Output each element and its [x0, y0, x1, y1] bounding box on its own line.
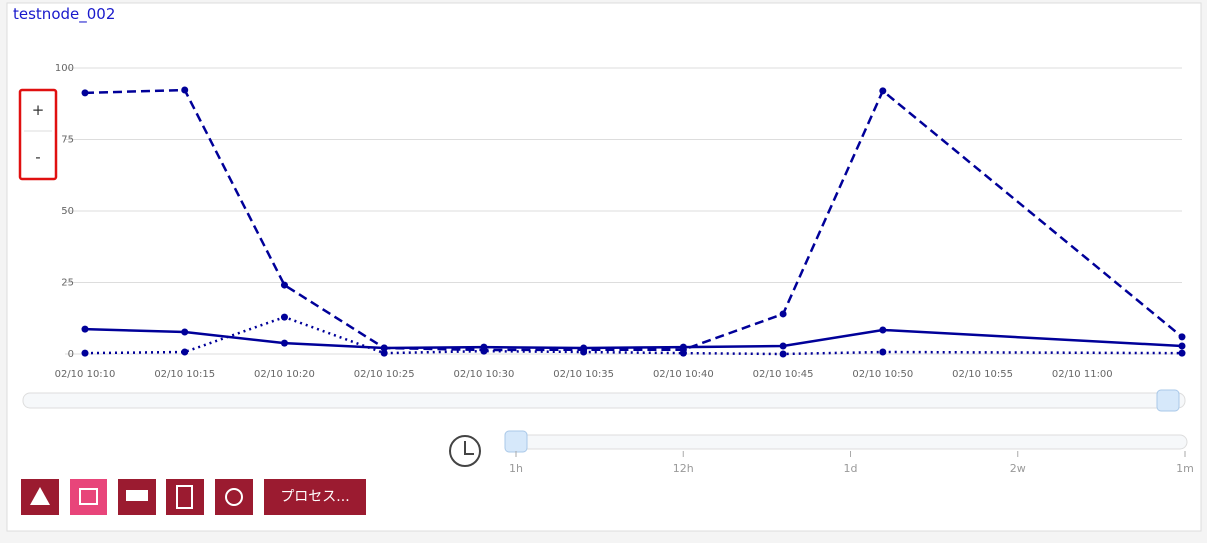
data-point: [679, 349, 687, 357]
range-handle[interactable]: [1156, 389, 1180, 412]
data-point: [779, 342, 787, 350]
time-label: 1h: [509, 462, 523, 475]
chart: 0 25 50 75 100 02/10 10:10 02/10 10:15 02/10 10…: [55, 63, 1186, 380]
data-point: [679, 343, 687, 351]
data-point: [879, 326, 887, 334]
process-label[interactable]: プロセス...: [280, 489, 349, 505]
range-slider[interactable]: [22, 392, 1186, 409]
x-tick-label: 02/10 10:20: [254, 369, 315, 380]
disk-button[interactable]: [166, 479, 204, 515]
data-point: [779, 350, 787, 358]
series-line: [84, 327, 1183, 350]
data-point: [280, 339, 288, 347]
data-point: [81, 349, 89, 357]
data-point: [181, 328, 189, 336]
time-slider[interactable]: [504, 434, 1188, 450]
data-point: [480, 347, 488, 355]
zoom-box: [18, 88, 58, 181]
cpu-icon: [79, 488, 98, 505]
data-point: [380, 344, 388, 352]
y-tick-label: 25: [61, 278, 74, 289]
x-tick-label: 02/10 10:25: [354, 369, 415, 380]
clock-hands: [464, 441, 474, 455]
time-labels: 1h 12h 1d 2w 1m: [509, 451, 1194, 475]
data-point: [280, 281, 288, 289]
x-tick-label: 02/10 10:50: [852, 369, 913, 380]
data-point: [879, 348, 887, 356]
data-point: [779, 310, 787, 318]
data-point: [81, 89, 89, 97]
process-button[interactable]: [264, 479, 366, 515]
x-tick-label: 02/10 10:40: [653, 369, 714, 380]
data-point: [181, 348, 189, 356]
x-tick-label: 02/10 10:30: [453, 369, 514, 380]
card: [6, 2, 1202, 532]
memory-icon: [126, 490, 148, 501]
data-point: [1178, 349, 1186, 357]
time-label: 2w: [1010, 462, 1026, 475]
data-point: [280, 313, 288, 321]
time-label: 1m: [1176, 462, 1194, 475]
x-tick-label: 02/10 11:00: [1052, 369, 1113, 380]
time-label: 1d: [844, 462, 858, 475]
data-point: [1178, 342, 1186, 350]
zoom-out[interactable]: -: [35, 148, 40, 166]
time-handle[interactable]: [504, 430, 528, 453]
network-button[interactable]: [215, 479, 253, 515]
data-point: [580, 348, 588, 356]
zoom-in[interactable]: +: [32, 101, 45, 119]
network-icon: [225, 488, 243, 506]
x-tick-label: 02/10 10:55: [952, 369, 1013, 380]
data-point: [879, 87, 887, 95]
x-tick-label: 02/10 10:15: [154, 369, 215, 380]
data-point: [181, 86, 189, 94]
y-tick-label: 100: [55, 63, 74, 74]
y-tick-label: 0: [68, 349, 74, 360]
alert-icon: [30, 487, 50, 505]
y-tick-label: 75: [61, 135, 74, 146]
cpu-button[interactable]: [70, 479, 107, 515]
y-tick-label: 50: [61, 206, 74, 217]
node-title: testnode_002: [13, 5, 115, 24]
data-point: [81, 325, 89, 333]
disk-icon: [176, 485, 193, 509]
data-point: [380, 349, 388, 357]
x-tick-label: 02/10 10:45: [753, 369, 814, 380]
time-label: 12h: [673, 462, 694, 475]
data-point: [1178, 333, 1186, 341]
x-tick-label: 02/10 10:35: [553, 369, 614, 380]
x-tick-label: 02/10 10:10: [55, 369, 116, 380]
